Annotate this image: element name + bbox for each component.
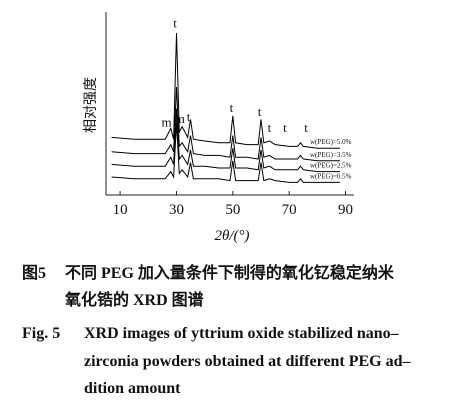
caption-line: dition amount [84, 380, 181, 397]
peak-label: t [283, 120, 287, 135]
peak-label: t [268, 120, 272, 135]
caption-line: 不同 PEG 加入量条件下制得的氧化钇稳定纳米 [65, 263, 395, 282]
peak-label: t [230, 100, 234, 115]
x-tick-label: 50 [225, 202, 240, 218]
series-label: w(PEG)=2.5% [310, 162, 352, 170]
xrd-line [111, 108, 340, 173]
series-label: w(PEG)=5.0% [310, 138, 352, 146]
x-tick-label: 90 [338, 202, 353, 218]
caption-line: XRD images of yttrium oxide stabilized n… [84, 325, 400, 342]
xrd-line [111, 86, 340, 162]
x-tick-label: 30 [169, 202, 184, 218]
peak-label: m [175, 111, 185, 126]
caption-line: zirconia powders obtained at different P… [84, 353, 412, 370]
y-axis-label: 相对强度 [83, 77, 99, 133]
peak-label: m [162, 115, 172, 130]
caption-line: 氧化锆的 XRD 图谱 [64, 290, 204, 309]
peak-label: t [304, 120, 308, 135]
peak-label: t [258, 104, 262, 119]
x-tick-label: 70 [282, 202, 297, 218]
x-axis-label: 2θ/(°) [214, 228, 249, 244]
caption-label: Fig. 5 [22, 325, 60, 342]
x-tick-label: 10 [113, 202, 128, 218]
peak-label: t [187, 109, 191, 124]
series-label: w(PEG)=0.5% [310, 172, 352, 180]
series-label: w(PEG)=3.5% [310, 151, 352, 159]
xrd-line [111, 122, 340, 183]
caption-label: 图5 [22, 264, 46, 282]
xrd-line [111, 32, 340, 149]
peak-label: t [173, 16, 177, 31]
